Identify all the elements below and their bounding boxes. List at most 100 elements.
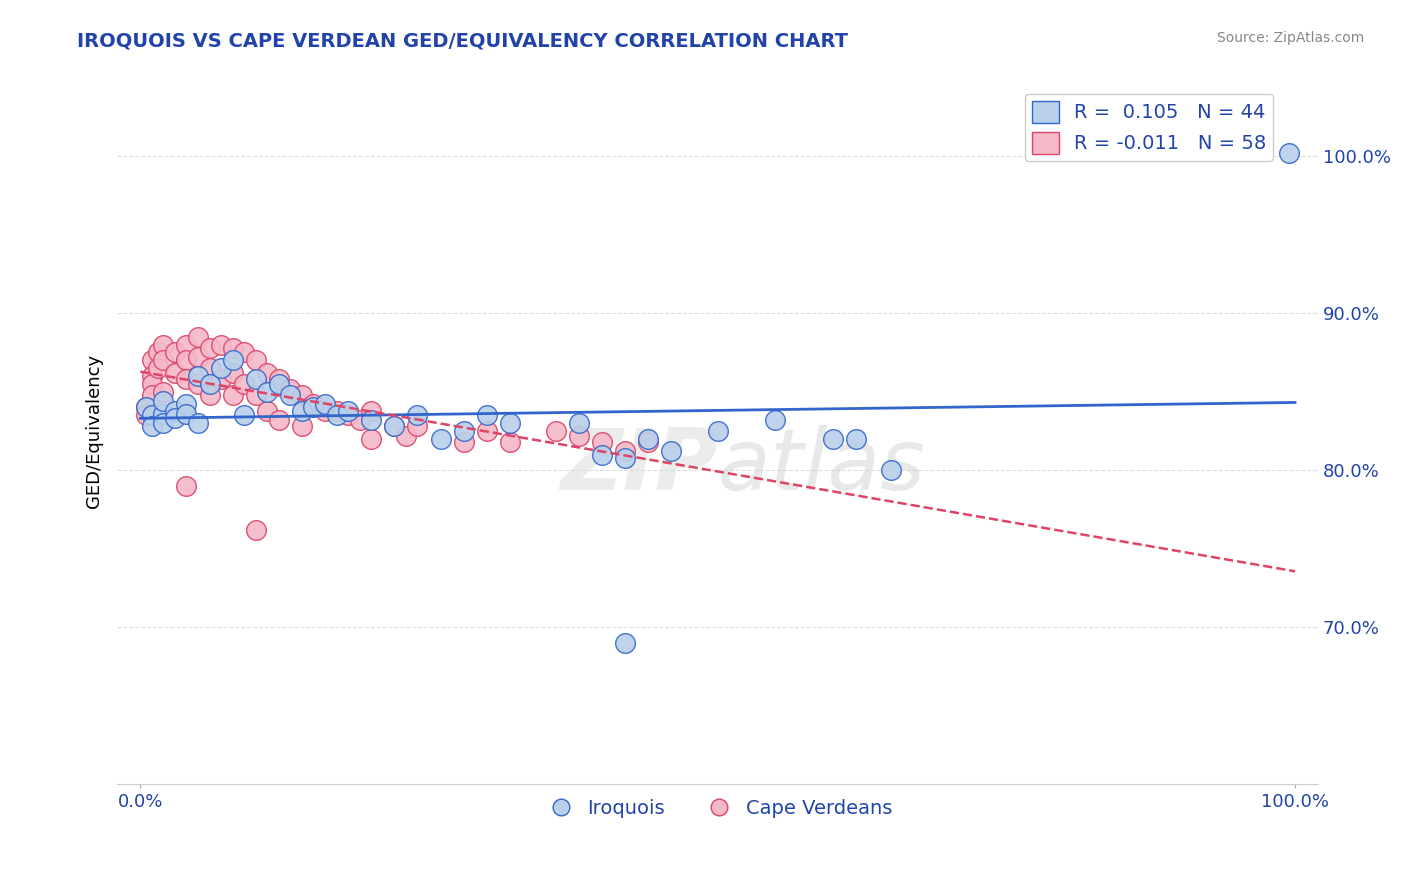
Point [314, 403, 336, 417]
Point [176, 353, 198, 368]
Point [141, 419, 163, 434]
Point [245, 523, 267, 537]
Point [163, 345, 186, 359]
Point [568, 416, 591, 430]
Text: atlas: atlas [717, 425, 925, 508]
Point [763, 413, 786, 427]
Point [187, 416, 209, 430]
Y-axis label: GED/Equivalency: GED/Equivalency [86, 354, 103, 508]
Point [360, 403, 382, 417]
Point [291, 419, 314, 434]
Point [544, 424, 567, 438]
Point [187, 376, 209, 391]
Point [141, 376, 163, 391]
Point [163, 411, 186, 425]
Point [198, 376, 221, 391]
Point [146, 345, 169, 359]
Point [337, 408, 360, 422]
Point [661, 444, 683, 458]
Point [233, 345, 256, 359]
Point [291, 388, 314, 402]
Point [256, 403, 278, 417]
Point [176, 372, 198, 386]
Point [176, 337, 198, 351]
Point [141, 388, 163, 402]
Point [187, 368, 209, 383]
Point [152, 337, 174, 351]
Point [406, 419, 429, 434]
Point [360, 413, 382, 427]
Point [267, 413, 290, 427]
Point [209, 337, 232, 351]
Point [499, 434, 522, 449]
Text: Source: ZipAtlas.com: Source: ZipAtlas.com [1216, 31, 1364, 45]
Point [591, 434, 613, 449]
Point [360, 432, 382, 446]
Point [499, 416, 522, 430]
Point [325, 403, 347, 417]
Point [637, 434, 659, 449]
Point [141, 408, 163, 422]
Point [233, 408, 256, 422]
Point [349, 413, 371, 427]
Point [475, 424, 498, 438]
Point [221, 353, 243, 368]
Point [221, 388, 243, 402]
Point [146, 361, 169, 376]
Point [198, 361, 221, 376]
Point [568, 428, 591, 442]
Point [176, 397, 198, 411]
Point [880, 463, 903, 477]
Point [221, 366, 243, 380]
Text: ZIP: ZIP [560, 425, 717, 508]
Point [280, 388, 302, 402]
Point [453, 424, 475, 438]
Text: IROQUOIS VS CAPE VERDEAN GED/EQUIVALENCY CORRELATION CHART: IROQUOIS VS CAPE VERDEAN GED/EQUIVALENCY… [77, 31, 848, 50]
Point [453, 434, 475, 449]
Legend: Iroquois, Cape Verdeans: Iroquois, Cape Verdeans [536, 791, 900, 825]
Point [176, 479, 198, 493]
Point [614, 636, 637, 650]
Point [163, 366, 186, 380]
Point [198, 388, 221, 402]
Point [382, 419, 405, 434]
Point [267, 372, 290, 386]
Point [845, 432, 868, 446]
Point [245, 372, 267, 386]
Point [141, 368, 163, 383]
Point [475, 408, 498, 422]
Point [245, 388, 267, 402]
Point [267, 376, 290, 391]
Point [406, 408, 429, 422]
Point [187, 350, 209, 364]
Point [302, 401, 325, 415]
Point [614, 450, 637, 465]
Point [823, 432, 845, 446]
Point [209, 361, 232, 376]
Point [325, 408, 347, 422]
Point [302, 397, 325, 411]
Point [135, 401, 157, 415]
Point [152, 353, 174, 368]
Point [163, 403, 186, 417]
Point [152, 384, 174, 399]
Point [291, 403, 314, 417]
Point [1278, 145, 1301, 160]
Point [221, 341, 243, 355]
Point [187, 329, 209, 343]
Point [614, 444, 637, 458]
Point [245, 353, 267, 368]
Point [198, 341, 221, 355]
Point [152, 416, 174, 430]
Point [152, 407, 174, 421]
Point [395, 428, 418, 442]
Point [637, 432, 659, 446]
Point [135, 408, 157, 422]
Point [382, 419, 405, 434]
Point [152, 394, 174, 409]
Point [337, 403, 360, 417]
Point [429, 432, 451, 446]
Point [280, 382, 302, 396]
Point [256, 384, 278, 399]
Point [135, 401, 157, 415]
